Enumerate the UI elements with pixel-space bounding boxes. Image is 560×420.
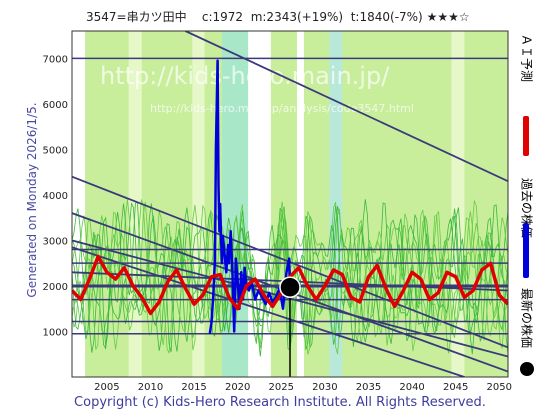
legend-past-swatch xyxy=(523,223,529,278)
rating-stars: ★★★☆ xyxy=(426,10,470,24)
y-tick-label: 7000 xyxy=(43,54,68,65)
background-band xyxy=(296,31,304,377)
past-price-line xyxy=(208,59,292,334)
legend: ＡＩ予測 過去の株価 最新の株価 xyxy=(512,28,542,388)
x-tick-label: 2020 xyxy=(225,382,250,393)
trend-line xyxy=(72,246,465,377)
x-tick-label: 2005 xyxy=(94,382,119,393)
y-tick-label: 3000 xyxy=(43,236,68,247)
stock-code-name: 3547=串カツ田中 xyxy=(86,10,187,24)
x-tick-label: 2030 xyxy=(312,382,337,393)
current-price: c:1972 xyxy=(201,10,244,24)
chart-header: 3547=串カツ田中 c:1972 m:2343(+19%) t:1840(-7… xyxy=(86,8,470,25)
y-tick-label: 6000 xyxy=(43,100,68,111)
plot-frame xyxy=(71,30,509,378)
x-tick-label: 2050 xyxy=(487,382,512,393)
target-price: t:1840(-7%) xyxy=(350,10,423,24)
y-tick-label: 1000 xyxy=(43,327,68,338)
x-tick-label: 2040 xyxy=(399,382,424,393)
latest-price-marker xyxy=(279,276,301,298)
y-tick-label: 4000 xyxy=(43,191,68,202)
copyright-footer: Copyright (c) Kids-Hero Research Institu… xyxy=(74,395,486,410)
legend-latest-dot xyxy=(520,362,534,376)
watermark-url: http://kids-hero.main.jp/ xyxy=(100,62,390,90)
legend-ai-swatch xyxy=(523,116,529,156)
x-tick-label: 2035 xyxy=(356,382,381,393)
trend-line xyxy=(184,31,508,183)
x-tick-label: 2045 xyxy=(443,382,468,393)
x-tick-label: 2010 xyxy=(138,382,163,393)
x-tick-label: 2015 xyxy=(181,382,206,393)
model-price: m:2343(+19%) xyxy=(250,10,344,24)
y-tick-label: 2000 xyxy=(43,282,68,293)
y-tick-label: 5000 xyxy=(43,145,68,156)
watermark-url-small: http://kids-hero.main.jp/analysis/code35… xyxy=(150,102,414,115)
x-tick-label: 2025 xyxy=(269,382,294,393)
